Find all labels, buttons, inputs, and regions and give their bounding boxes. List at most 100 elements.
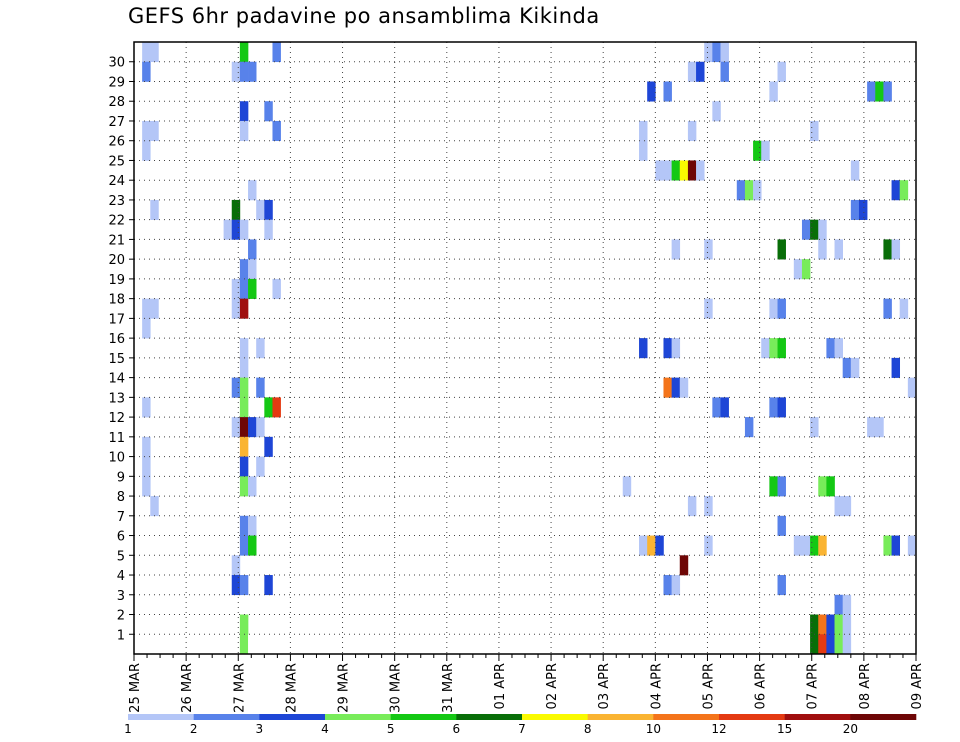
heatmap-cell [150,42,159,63]
heatmap-cell [272,42,281,63]
heatmap-cell [248,239,257,260]
y-tick-label: 15 [108,352,125,367]
heatmap-cell [696,61,705,82]
heatmap-cell [272,397,281,418]
heatmap-cells [142,42,917,655]
colorbar-swatch [587,714,654,720]
heatmap-cell [736,180,746,201]
heatmap-cell [142,476,151,497]
colorbar-swatch [522,714,588,720]
colorbar-label: 15 [777,722,792,736]
y-tick-label: 5 [117,549,125,564]
heatmap-cell [753,140,762,161]
heatmap-cell [810,120,819,142]
heatmap-cell [671,160,681,181]
heatmap-cell [248,180,257,201]
heatmap-cell [248,476,257,497]
y-tick-label: 16 [108,332,125,347]
heatmap-cell [744,180,754,201]
colorbar-label: 5 [387,722,395,736]
heatmap-cell [639,338,648,359]
heatmap-cell [818,634,827,655]
heatmap-cell [142,456,151,477]
gridlines [134,42,916,654]
heatmap-cell [231,575,241,596]
x-tick-label: 30 MAR [389,663,404,713]
y-tick-label: 19 [108,273,125,288]
x-tick-label: 01 APR [493,663,508,709]
heatmap-cell [834,239,843,260]
x-tick-label: 06 APR [754,663,769,709]
heatmap-cell [777,298,786,319]
heatmap-cell [679,160,689,181]
heatmap-cell [744,417,754,438]
y-tick-label: 1 [117,628,125,643]
y-tick-label: 18 [108,293,125,308]
heatmap-cell [883,239,892,260]
heatmap-cell [891,239,901,260]
colorbar-label: 20 [843,722,858,736]
heatmap-cell [248,417,257,438]
y-tick-label: 17 [108,312,125,327]
chart-title: GEFS 6hr padavine po ansamblima Kikinda [128,4,600,28]
heatmap-cell [231,61,241,82]
heatmap-cell [801,219,811,240]
heatmap-cell [899,298,909,319]
heatmap-cell [272,278,281,299]
heatmap-cell [239,42,249,63]
heatmap-cell [801,535,811,556]
heatmap-cell [899,180,909,201]
y-tick-label: 7 [117,510,125,525]
heatmap-cell [655,160,664,181]
heatmap-cell [712,397,721,418]
colorbar-swatch [850,714,917,720]
heatmap-cell [272,120,281,142]
colorbar-label: 2 [190,722,198,736]
heatmap-cell [704,535,713,556]
heatmap-cell [142,397,151,418]
heatmap-cell [663,160,672,181]
heatmap-cell [793,535,803,556]
heatmap-cell [883,81,892,102]
heatmap-cell [834,614,843,635]
heatmap-cell [239,515,249,536]
heatmap-cell [834,496,843,517]
heatmap-cell [818,239,827,260]
heatmap-cell [753,180,762,201]
heatmap-cell [142,42,151,63]
heatmap-cell [142,436,151,457]
heatmap-cell [687,120,697,142]
y-tick-label: 26 [108,135,125,150]
colorbar-swatch [784,714,851,720]
y-tick-label: 11 [108,431,125,446]
heatmap-cell [769,397,778,418]
colorbar-label: 10 [646,722,661,736]
colorbar-swatch [325,714,391,720]
heatmap-cell [239,101,249,122]
heatmap-cell [761,140,770,161]
heatmap-cell [663,338,672,359]
heatmap-cell [239,417,249,438]
x-tick-label: 26 MAR [180,663,195,713]
heatmap-cell [720,61,729,82]
heatmap-cell [239,397,249,418]
heatmap-cell [777,338,786,359]
heatmap-cell [256,199,265,220]
heatmap-cell [712,101,721,122]
heatmap-cell [647,535,656,556]
heatmap-cell [810,634,819,655]
colorbar-swatch [128,714,194,720]
y-tick-label: 4 [117,569,125,584]
heatmap-cell [704,239,713,260]
heatmap-cell [801,259,811,280]
x-tick-label: 25 MAR [128,663,143,713]
heatmap-cell [639,140,648,161]
heatmap-cell [142,318,151,339]
colorbar-label: 12 [711,722,726,736]
heatmap-cell [256,456,265,477]
colorbar-label: 1 [124,722,132,736]
heatmap-cell [256,417,265,438]
heatmap-cell [239,535,249,556]
colorbar-label: 4 [321,722,329,736]
colorbar: 1 2 3 4 5 6 7 8 10 12 15 20 [124,714,917,736]
